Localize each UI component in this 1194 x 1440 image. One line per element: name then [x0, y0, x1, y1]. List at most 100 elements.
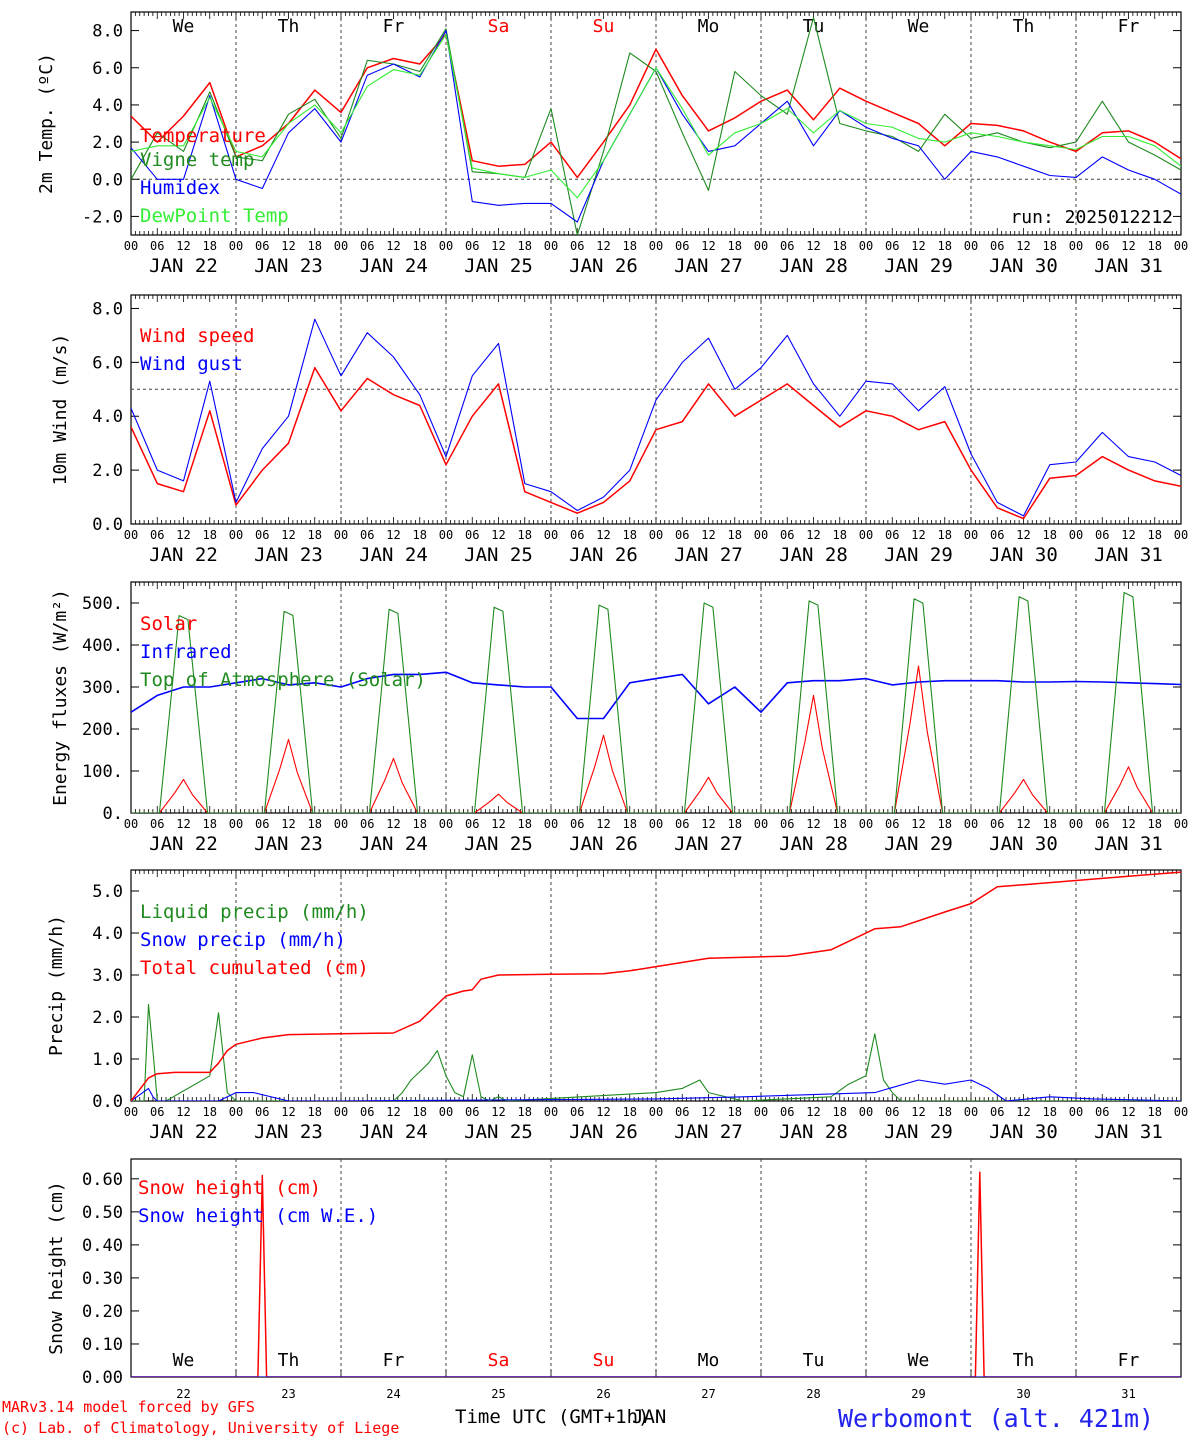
hour-tick-label: 06 [990, 528, 1004, 542]
weekday-label: Su [593, 1350, 615, 1371]
date-label: JAN 31 [1094, 833, 1163, 855]
legend-entry: Snow height (cm) [138, 1177, 321, 1199]
hour-tick-label: 06 [255, 1105, 269, 1119]
legend-entry: Infrared [140, 641, 232, 663]
legend-entry: Liquid precip (mm/h) [140, 901, 369, 923]
hour-tick-label: 18 [1148, 528, 1162, 542]
hour-tick-label: 12 [1016, 528, 1030, 542]
y-tick-label: 0.50 [82, 1203, 123, 1223]
hour-tick-label: 00 [1174, 1105, 1188, 1119]
hour-tick-label: 06 [150, 817, 164, 831]
date-label: JAN 27 [674, 544, 743, 566]
hour-tick-label: 18 [833, 239, 847, 253]
hour-tick-label: 18 [623, 1105, 637, 1119]
weekday-label: Tu [803, 16, 825, 37]
hour-tick-label: 06 [150, 528, 164, 542]
date-label: JAN 29 [884, 255, 953, 277]
hour-tick-label: 00 [964, 239, 978, 253]
date-label: JAN 23 [254, 544, 323, 566]
hour-tick-label: 06 [675, 239, 689, 253]
hour-tick-label: 12 [176, 528, 190, 542]
hour-tick-label: 12 [1121, 817, 1135, 831]
weekday-label: Sa [488, 1350, 510, 1371]
hour-tick-label: 00 [1069, 1105, 1083, 1119]
hour-tick-label: 06 [150, 1105, 164, 1119]
date-label: JAN 27 [674, 255, 743, 277]
hour-tick-label: 00 [439, 528, 453, 542]
date-label: JAN 29 [884, 544, 953, 566]
hour-tick-label: 12 [701, 239, 715, 253]
y-axis-label: Precip (mm/h) [46, 915, 67, 1056]
date-label: JAN 25 [464, 1121, 533, 1143]
hour-tick-label: 18 [518, 528, 532, 542]
hour-tick-label: 00 [1069, 528, 1083, 542]
data-layer [131, 1171, 1181, 1377]
hour-tick-label: 18 [1043, 817, 1057, 831]
weekday-label: Mo [698, 1350, 720, 1371]
weekday-label: We [173, 16, 195, 37]
hour-tick-label: 06 [570, 239, 584, 253]
weekday-label: Fr [383, 16, 405, 37]
hour-tick-label: 18 [833, 817, 847, 831]
y-tick-label: 4.0 [92, 924, 123, 944]
y-tick-label: 0.0 [92, 1092, 123, 1112]
hour-tick-label: 00 [1174, 817, 1188, 831]
hour-tick-label: 18 [518, 239, 532, 253]
series-line-1 [131, 1003, 1181, 1101]
hour-tick-label: 12 [176, 1105, 190, 1119]
y-tick-label: 0. [103, 804, 123, 824]
chart-panel-3: 500. 400. 300. 200. 100. 0. Energy fluxes (W/m… [50, 581, 1188, 855]
hour-tick-label: 00 [1069, 239, 1083, 253]
hour-tick-label: 12 [806, 817, 820, 831]
hour-tick-label: 12 [911, 528, 925, 542]
hour-tick-label: 06 [1095, 528, 1109, 542]
hour-tick-label: 18 [308, 817, 322, 831]
day-number-label: 30 [1016, 1387, 1030, 1401]
date-label: JAN 22 [149, 544, 218, 566]
hour-tick-label: 00 [334, 817, 348, 831]
hour-tick-label: 12 [1016, 1105, 1030, 1119]
lab-credit: (c) Lab. of Climatology, University of L… [2, 1419, 399, 1437]
series-line-2 [131, 1079, 1181, 1101]
hour-tick-label: 00 [859, 1105, 873, 1119]
weekday-label: Th [1013, 1350, 1035, 1371]
y-tick-label: 5.0 [92, 882, 123, 902]
panels: 8.0 6.0 4.0 2.0 0.0 -2.0 2m Temp. (ºC) 00 06 12 18… [36, 11, 1188, 1401]
day-number-label: 27 [701, 1387, 715, 1401]
y-tick-label: 0.0 [92, 515, 123, 535]
date-label: JAN 31 [1094, 1121, 1163, 1143]
hour-tick-label: 00 [334, 239, 348, 253]
y-tick-label: 100. [82, 762, 123, 782]
hour-tick-label: 18 [938, 528, 952, 542]
date-label: JAN 30 [989, 255, 1058, 277]
series-line-1 [131, 665, 1181, 813]
hour-tick-label: 06 [780, 528, 794, 542]
date-label: JAN 27 [674, 833, 743, 855]
hour-tick-label: 12 [806, 1105, 820, 1119]
date-label: JAN 23 [254, 255, 323, 277]
hour-tick-label: 06 [990, 1105, 1004, 1119]
hour-tick-label: 12 [596, 1105, 610, 1119]
hour-tick-label: 18 [833, 1105, 847, 1119]
hour-tick-label: 00 [334, 1105, 348, 1119]
weekday-label: Th [278, 1350, 300, 1371]
date-label: JAN 28 [779, 255, 848, 277]
y-tick-label: 0.0 [92, 170, 123, 190]
hour-tick-label: 18 [1043, 528, 1057, 542]
hour-tick-label: 00 [439, 239, 453, 253]
y-tick-label: 6.0 [92, 59, 123, 79]
hour-tick-label: 06 [885, 1105, 899, 1119]
date-label: JAN 26 [569, 255, 638, 277]
x-axis-label: Time UTC (GMT+1h) [455, 1406, 649, 1428]
date-label: JAN 29 [884, 833, 953, 855]
y-tick-label: 2.0 [92, 461, 123, 481]
day-number-label: 23 [281, 1387, 295, 1401]
hour-tick-label: 12 [596, 817, 610, 831]
date-label: JAN 26 [569, 833, 638, 855]
x-axis-label-overlay: JAN [632, 1406, 666, 1428]
hour-tick-label: 18 [413, 528, 427, 542]
hour-tick-label: 12 [1016, 817, 1030, 831]
y-tick-label: 0.30 [82, 1269, 123, 1289]
y-tick-label: 4.0 [92, 407, 123, 427]
hour-tick-label: 18 [203, 1105, 217, 1119]
